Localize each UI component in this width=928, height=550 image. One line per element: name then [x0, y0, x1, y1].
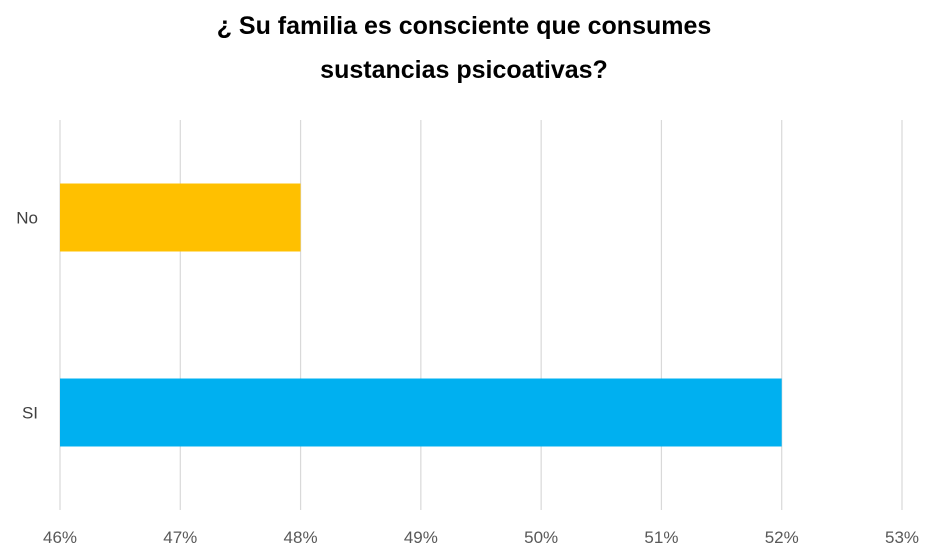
chart-title-line-1: ¿ Su familia es consciente que consumes — [216, 12, 712, 40]
bar-no — [60, 183, 301, 252]
chart-title: ¿ Su familia es consciente que consumes … — [0, 4, 928, 92]
x-tick-label: 46% — [43, 528, 77, 547]
category-label-no: No — [16, 209, 38, 228]
x-tick-label: 52% — [765, 528, 799, 547]
x-tick-label: 49% — [404, 528, 438, 547]
bars — [60, 183, 782, 447]
chart-title-line-2: sustancias psicoativas? — [320, 56, 608, 84]
tick-labels: 46% 47% 48% 49% 50% 51% 52% 53% — [43, 528, 919, 547]
x-tick-label: 47% — [163, 528, 197, 547]
x-tick-label: 50% — [524, 528, 558, 547]
category-label-si: SI — [22, 404, 38, 423]
x-tick-label: 51% — [644, 528, 678, 547]
x-tick-label: 48% — [284, 528, 318, 547]
category-labels: No SI — [16, 209, 38, 423]
bar-si — [60, 378, 782, 447]
x-tick-label: 53% — [885, 528, 919, 547]
gridlines — [59, 120, 903, 510]
